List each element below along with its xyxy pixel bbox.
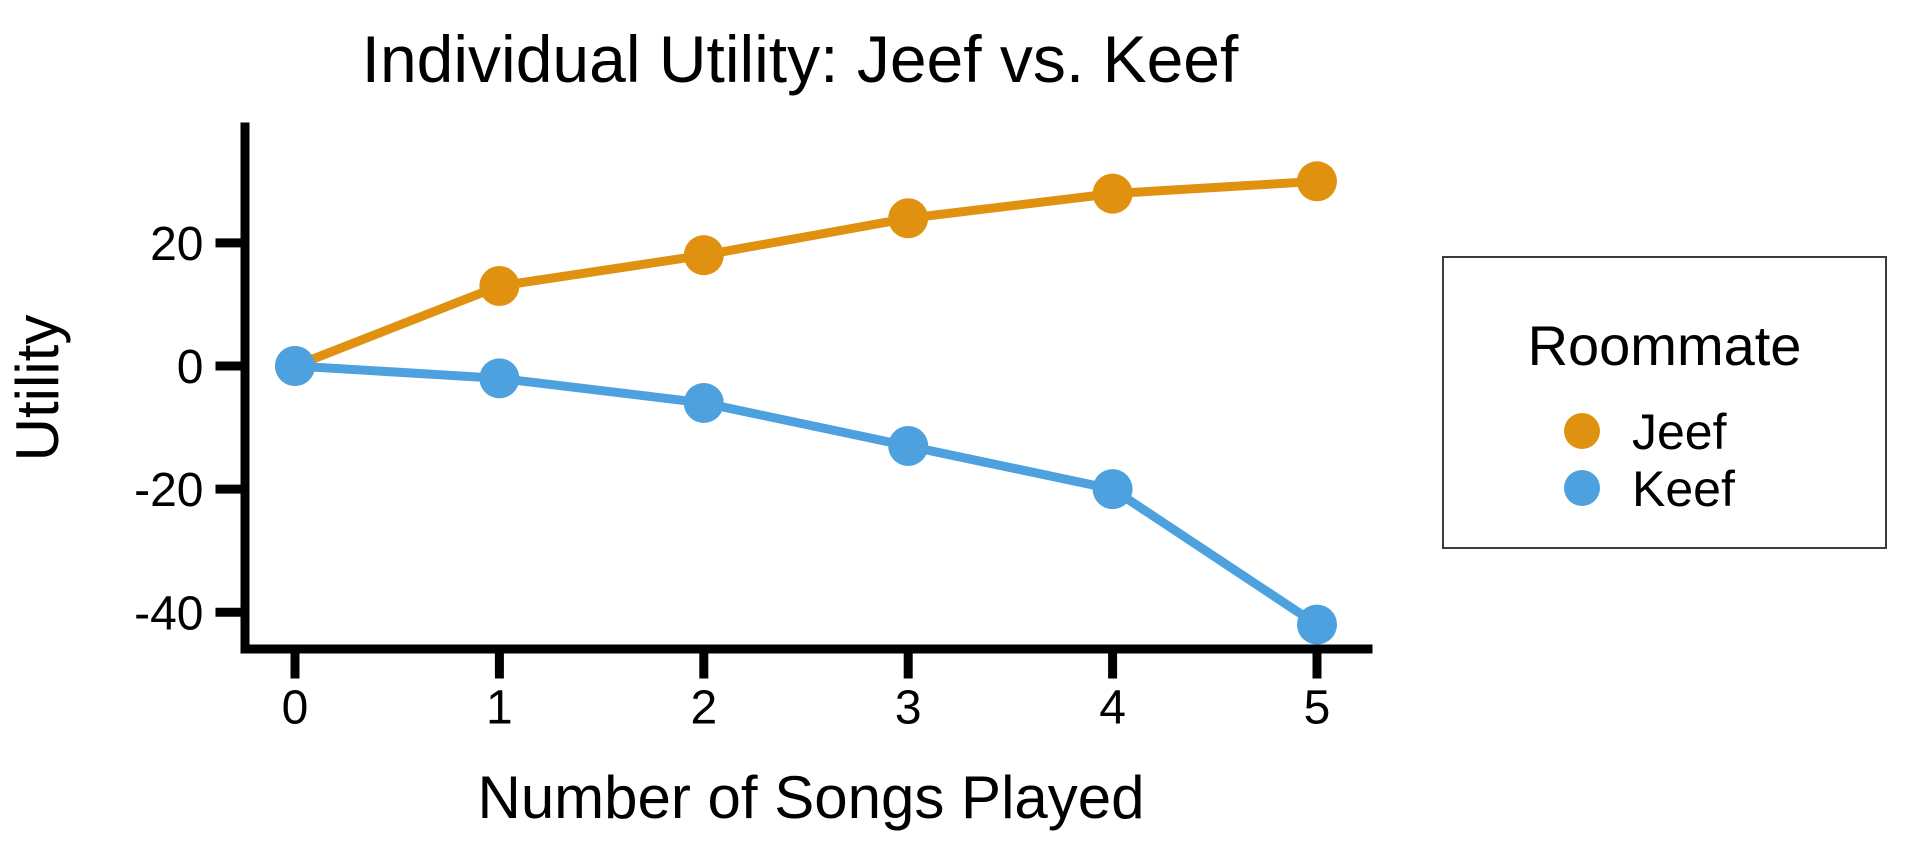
legend-swatch-jeef — [1564, 413, 1600, 449]
y-tick-label: 20 — [150, 218, 203, 271]
series-line-keef — [294, 361, 1320, 629]
series-line-jeef — [293, 176, 1318, 371]
x-tick-label: 4 — [1099, 682, 1126, 735]
y-axis-title: Utility — [4, 315, 71, 462]
data-point-jeef-3 — [888, 198, 929, 239]
legend-item-label-jeef: Jeef — [1632, 404, 1727, 460]
y-tick-label: -40 — [134, 587, 203, 640]
x-axis-title: Number of Songs Played — [477, 764, 1144, 831]
data-point-keef-4 — [1092, 469, 1133, 510]
legend-title: Roommate — [1528, 314, 1802, 377]
data-point-keef-3 — [888, 426, 929, 467]
chart-title: Individual Utility: Jeef vs. Keef — [362, 22, 1239, 96]
data-point-keef-0 — [275, 346, 315, 386]
data-point-keef-2 — [683, 382, 724, 423]
legend-box — [1442, 256, 1887, 549]
axes: 20 0 -20 -40 0 1 2 3 4 5 — [134, 122, 1373, 735]
x-tick-label: 5 — [1304, 682, 1331, 735]
data-point-jeef-2 — [683, 235, 724, 276]
x-tick-label: 2 — [690, 682, 717, 735]
y-tick-label: -20 — [134, 464, 203, 517]
data-point-keef-1 — [479, 358, 520, 399]
data-point-jeef-5 — [1297, 161, 1337, 202]
y-tick-label: 0 — [177, 341, 204, 394]
data-point-jeef-4 — [1092, 173, 1133, 214]
data-point-keef-5 — [1297, 604, 1337, 645]
x-tick-label: 0 — [282, 682, 309, 735]
legend-item-label-keef: Keef — [1632, 461, 1735, 517]
series-layer — [275, 161, 1337, 645]
x-tick-label: 1 — [486, 682, 513, 735]
x-tick-label: 3 — [895, 682, 922, 735]
data-point-jeef-1 — [479, 265, 520, 306]
legend-swatch-keef — [1564, 470, 1600, 506]
